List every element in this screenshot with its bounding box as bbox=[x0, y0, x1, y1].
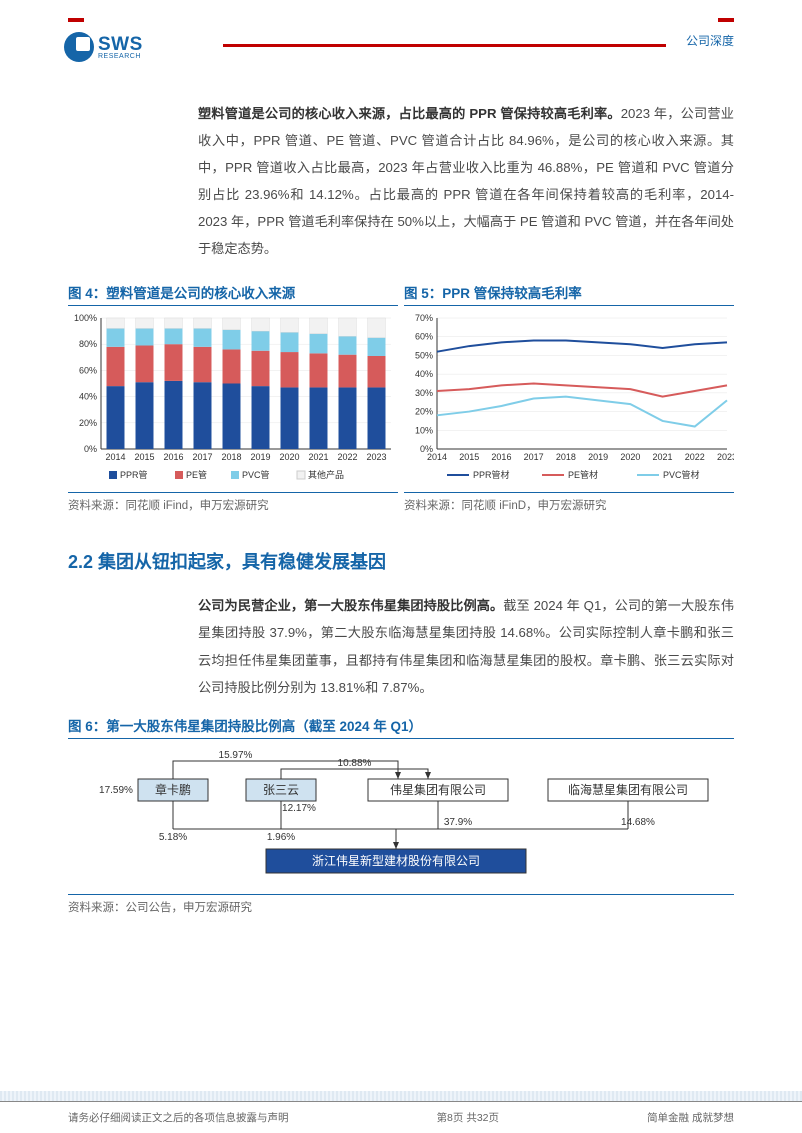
svg-text:2020: 2020 bbox=[279, 452, 299, 462]
svg-text:PVC管材: PVC管材 bbox=[663, 469, 700, 480]
svg-text:2020: 2020 bbox=[620, 452, 640, 462]
footer-left: 请务必仔细阅读正文之后的各项信息披露与声明 bbox=[68, 1110, 289, 1125]
svg-text:2021: 2021 bbox=[653, 452, 673, 462]
footer-center: 第8页 共32页 bbox=[437, 1110, 499, 1125]
svg-text:70%: 70% bbox=[415, 313, 433, 323]
svg-text:30%: 30% bbox=[415, 388, 433, 398]
svg-text:50%: 50% bbox=[415, 351, 433, 361]
svg-text:浙江伟星新型建材股份有限公司: 浙江伟星新型建材股份有限公司 bbox=[312, 853, 480, 868]
svg-text:5.18%: 5.18% bbox=[159, 832, 187, 843]
svg-text:2023: 2023 bbox=[717, 452, 734, 462]
svg-text:2018: 2018 bbox=[221, 452, 241, 462]
paragraph-2: 公司为民营企业，第一大股东伟星集团持股比例高。截至 2024 年 Q1，公司的第… bbox=[198, 592, 734, 700]
svg-text:临海慧星集团有限公司: 临海慧星集团有限公司 bbox=[568, 782, 688, 797]
chart5-source: 资料来源：同花顺 iFinD，申万宏源研究 bbox=[404, 492, 734, 513]
svg-text:100%: 100% bbox=[74, 313, 97, 323]
para1-rest: 2023 年，公司营业收入中，PPR 管道、PE 管道、PVC 管道合计占比 8… bbox=[198, 106, 734, 256]
svg-text:40%: 40% bbox=[79, 392, 97, 402]
chart4-svg: 0% 20% 40% 60% 80% 100% 2014 2015 2016 2017 2018 20… bbox=[68, 312, 398, 487]
chart-5: 图 5：PPR 管保持较高毛利率 0%10%20%30%40%50%60%70%… bbox=[404, 282, 734, 513]
svg-text:2023: 2023 bbox=[366, 452, 386, 462]
svg-text:PPR管材: PPR管材 bbox=[473, 469, 510, 480]
svg-text:20%: 20% bbox=[415, 407, 433, 417]
svg-text:2016: 2016 bbox=[163, 452, 183, 462]
svg-text:PVC管: PVC管 bbox=[242, 469, 270, 480]
svg-text:2017: 2017 bbox=[524, 452, 544, 462]
svg-text:60%: 60% bbox=[415, 332, 433, 342]
chart-4: 图 4：塑料管道是公司的核心收入来源 0% 20% 40% 60% 80% 100% 201… bbox=[68, 282, 398, 513]
chart4-source: 资料来源：同花顺 iFind，申万宏源研究 bbox=[68, 492, 398, 513]
svg-text:10%: 10% bbox=[415, 426, 433, 436]
svg-text:2015: 2015 bbox=[134, 452, 154, 462]
svg-text:章卡鹏: 章卡鹏 bbox=[155, 782, 191, 797]
doc-category: 公司深度 bbox=[686, 32, 734, 49]
svg-text:10.88%: 10.88% bbox=[338, 758, 372, 769]
svg-text:PPR管: PPR管 bbox=[120, 469, 148, 480]
svg-text:15.97%: 15.97% bbox=[219, 750, 253, 761]
svg-text:PE管: PE管 bbox=[186, 469, 207, 480]
svg-text:0%: 0% bbox=[84, 444, 97, 454]
svg-text:17.59%: 17.59% bbox=[99, 785, 133, 796]
svg-text:1.96%: 1.96% bbox=[267, 832, 295, 843]
paragraph-1: 塑料管道是公司的核心收入来源，占比最高的 PPR 管保持较高毛利率。2023 年… bbox=[198, 100, 734, 262]
page-header: SWS RESEARCH 公司深度 bbox=[68, 0, 734, 70]
chart6-source: 资料来源：公司公告，申万宏源研究 bbox=[68, 894, 734, 915]
logo-subtext: RESEARCH bbox=[98, 53, 143, 60]
svg-text:37.9%: 37.9% bbox=[444, 817, 472, 828]
chart4-title: 图 4：塑料管道是公司的核心收入来源 bbox=[68, 282, 398, 306]
page-footer: 请务必仔细阅读正文之后的各项信息披露与声明 第8页 共32页 简单金融 成就梦想 bbox=[0, 1101, 802, 1133]
svg-text:60%: 60% bbox=[79, 366, 97, 376]
svg-text:2022: 2022 bbox=[685, 452, 705, 462]
svg-text:14.68%: 14.68% bbox=[621, 817, 655, 828]
para2-bold: 公司为民营企业，第一大股东伟星集团持股比例高。 bbox=[198, 598, 503, 613]
para1-bold: 塑料管道是公司的核心收入来源，占比最高的 PPR 管保持较高毛利率。 bbox=[198, 106, 621, 121]
svg-text:PE管材: PE管材 bbox=[568, 469, 598, 480]
svg-text:2019: 2019 bbox=[250, 452, 270, 462]
svg-text:其他产品: 其他产品 bbox=[308, 469, 344, 480]
section-heading-2-2: 2.2 集团从钮扣起家，具有稳健发展基因 bbox=[68, 548, 734, 574]
chart5-title: 图 5：PPR 管保持较高毛利率 bbox=[404, 282, 734, 306]
svg-text:20%: 20% bbox=[79, 418, 97, 428]
svg-text:2014: 2014 bbox=[427, 452, 447, 462]
svg-text:2016: 2016 bbox=[491, 452, 511, 462]
svg-text:2018: 2018 bbox=[556, 452, 576, 462]
footer-right: 简单金融 成就梦想 bbox=[647, 1110, 734, 1125]
chart5-svg: 0%10%20%30%40%50%60%70%20142015201620172… bbox=[404, 312, 734, 487]
chart6-title: 图 6：第一大股东伟星集团持股比例高（截至 2024 年 Q1） bbox=[68, 715, 734, 739]
svg-text:2017: 2017 bbox=[192, 452, 212, 462]
svg-text:2019: 2019 bbox=[588, 452, 608, 462]
svg-text:40%: 40% bbox=[415, 370, 433, 380]
svg-text:张三云: 张三云 bbox=[263, 783, 299, 797]
svg-text:2015: 2015 bbox=[459, 452, 479, 462]
svg-text:2014: 2014 bbox=[105, 452, 125, 462]
logo: SWS RESEARCH bbox=[64, 32, 143, 62]
footer-stripe bbox=[0, 1091, 802, 1101]
svg-text:12.17%: 12.17% bbox=[282, 803, 316, 814]
svg-text:伟星集团有限公司: 伟星集团有限公司 bbox=[390, 782, 486, 797]
svg-text:2022: 2022 bbox=[337, 452, 357, 462]
chart6-svg: 章卡鹏 张三云 伟星集团有限公司 临海慧星集团有限公司浙江伟星新型建材股份有限公司 15… bbox=[68, 747, 734, 887]
svg-text:80%: 80% bbox=[79, 340, 97, 350]
svg-text:2021: 2021 bbox=[308, 452, 328, 462]
